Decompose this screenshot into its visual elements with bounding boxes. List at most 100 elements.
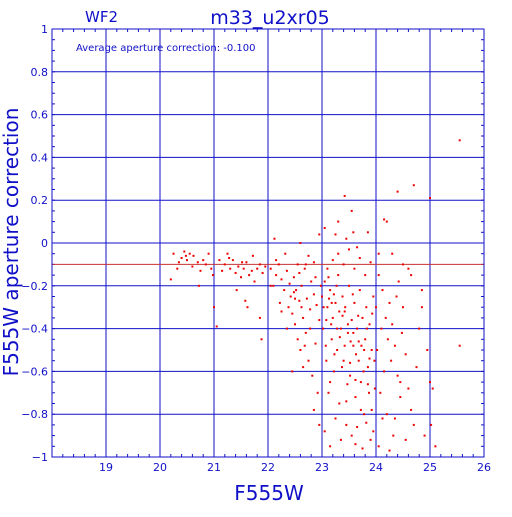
data-point <box>288 282 291 285</box>
data-point <box>296 338 299 341</box>
x-tick-label: 20 <box>153 461 167 474</box>
data-point <box>337 274 340 277</box>
data-point <box>323 430 326 433</box>
data-point <box>302 316 305 319</box>
data-point <box>336 349 339 351</box>
data-point <box>253 280 256 283</box>
data-point <box>191 265 194 268</box>
plot-frame <box>51 28 485 458</box>
data-point <box>244 299 247 302</box>
data-point <box>346 331 349 334</box>
data-point <box>246 306 249 309</box>
data-point <box>298 299 301 302</box>
data-point <box>431 387 434 390</box>
data-point <box>324 344 327 347</box>
y-tick-label: −0.8 <box>21 408 48 421</box>
data-point <box>202 259 205 262</box>
data-point <box>186 259 188 262</box>
data-point <box>291 312 294 315</box>
data-point <box>412 184 415 187</box>
data-point <box>377 274 380 277</box>
data-point <box>365 327 368 330</box>
data-point <box>192 254 195 257</box>
data-point <box>211 274 214 277</box>
y-tick-label: −0.6 <box>21 365 48 378</box>
data-point <box>377 445 380 448</box>
data-point <box>264 265 267 268</box>
data-point <box>338 336 341 339</box>
data-point <box>399 381 402 384</box>
data-point <box>356 327 359 330</box>
data-point <box>272 284 275 287</box>
data-point <box>318 423 321 426</box>
data-point <box>294 323 296 326</box>
chip-label: WF2 <box>85 8 118 26</box>
x-tick-label: 25 <box>423 461 437 474</box>
data-point <box>386 338 389 341</box>
data-point <box>237 265 240 268</box>
data-point <box>385 220 388 223</box>
data-point <box>354 443 357 446</box>
data-point <box>318 319 321 322</box>
data-point <box>343 194 346 197</box>
data-point <box>342 359 345 362</box>
data-point <box>229 267 232 270</box>
data-point <box>213 306 215 309</box>
data-point <box>392 434 395 437</box>
data-point <box>337 252 340 255</box>
data-point <box>396 374 399 377</box>
data-point <box>334 233 337 236</box>
data-point <box>350 319 353 322</box>
data-point <box>294 297 296 300</box>
data-point <box>215 325 218 328</box>
data-point <box>376 349 379 351</box>
data-point <box>368 357 371 360</box>
data-point <box>429 381 431 384</box>
data-point <box>359 408 362 411</box>
data-point <box>322 327 325 330</box>
data-point <box>321 295 323 298</box>
y-tick-label: −0.4 <box>21 323 48 336</box>
data-point <box>295 289 298 292</box>
data-point <box>380 327 383 330</box>
x-tick-label: 22 <box>261 461 275 474</box>
data-point <box>407 387 410 390</box>
data-point <box>328 297 331 300</box>
data-point <box>358 256 361 259</box>
y-tick-label: −0.2 <box>21 280 48 293</box>
y-tick-label: 0.8 <box>31 66 49 79</box>
data-point <box>458 344 461 347</box>
data-point <box>357 340 360 343</box>
data-point <box>269 267 272 270</box>
data-point <box>228 256 231 259</box>
data-point <box>348 248 350 251</box>
data-point <box>402 263 404 266</box>
data-point <box>296 263 299 266</box>
data-point <box>399 396 402 399</box>
data-point <box>240 276 242 279</box>
data-point <box>226 252 229 255</box>
data-point <box>330 301 333 304</box>
data-point <box>434 445 437 448</box>
data-point <box>172 252 175 255</box>
data-point <box>277 263 280 266</box>
data-point <box>372 295 375 298</box>
data-point <box>393 417 396 420</box>
data-point <box>223 263 226 266</box>
data-point <box>316 391 319 394</box>
data-point <box>429 197 431 200</box>
data-point <box>364 338 367 341</box>
x-axis-label: F555W <box>234 481 304 505</box>
data-point <box>373 387 376 390</box>
data-point <box>197 284 200 287</box>
data-point <box>323 280 326 283</box>
data-point <box>397 280 400 283</box>
data-point <box>368 323 371 326</box>
data-point <box>331 316 334 319</box>
data-point <box>269 284 272 287</box>
chart-title: m33_u2xr05 <box>210 7 330 29</box>
data-point <box>169 278 172 281</box>
data-point <box>426 349 429 351</box>
data-point <box>349 361 352 364</box>
data-point <box>315 304 318 307</box>
